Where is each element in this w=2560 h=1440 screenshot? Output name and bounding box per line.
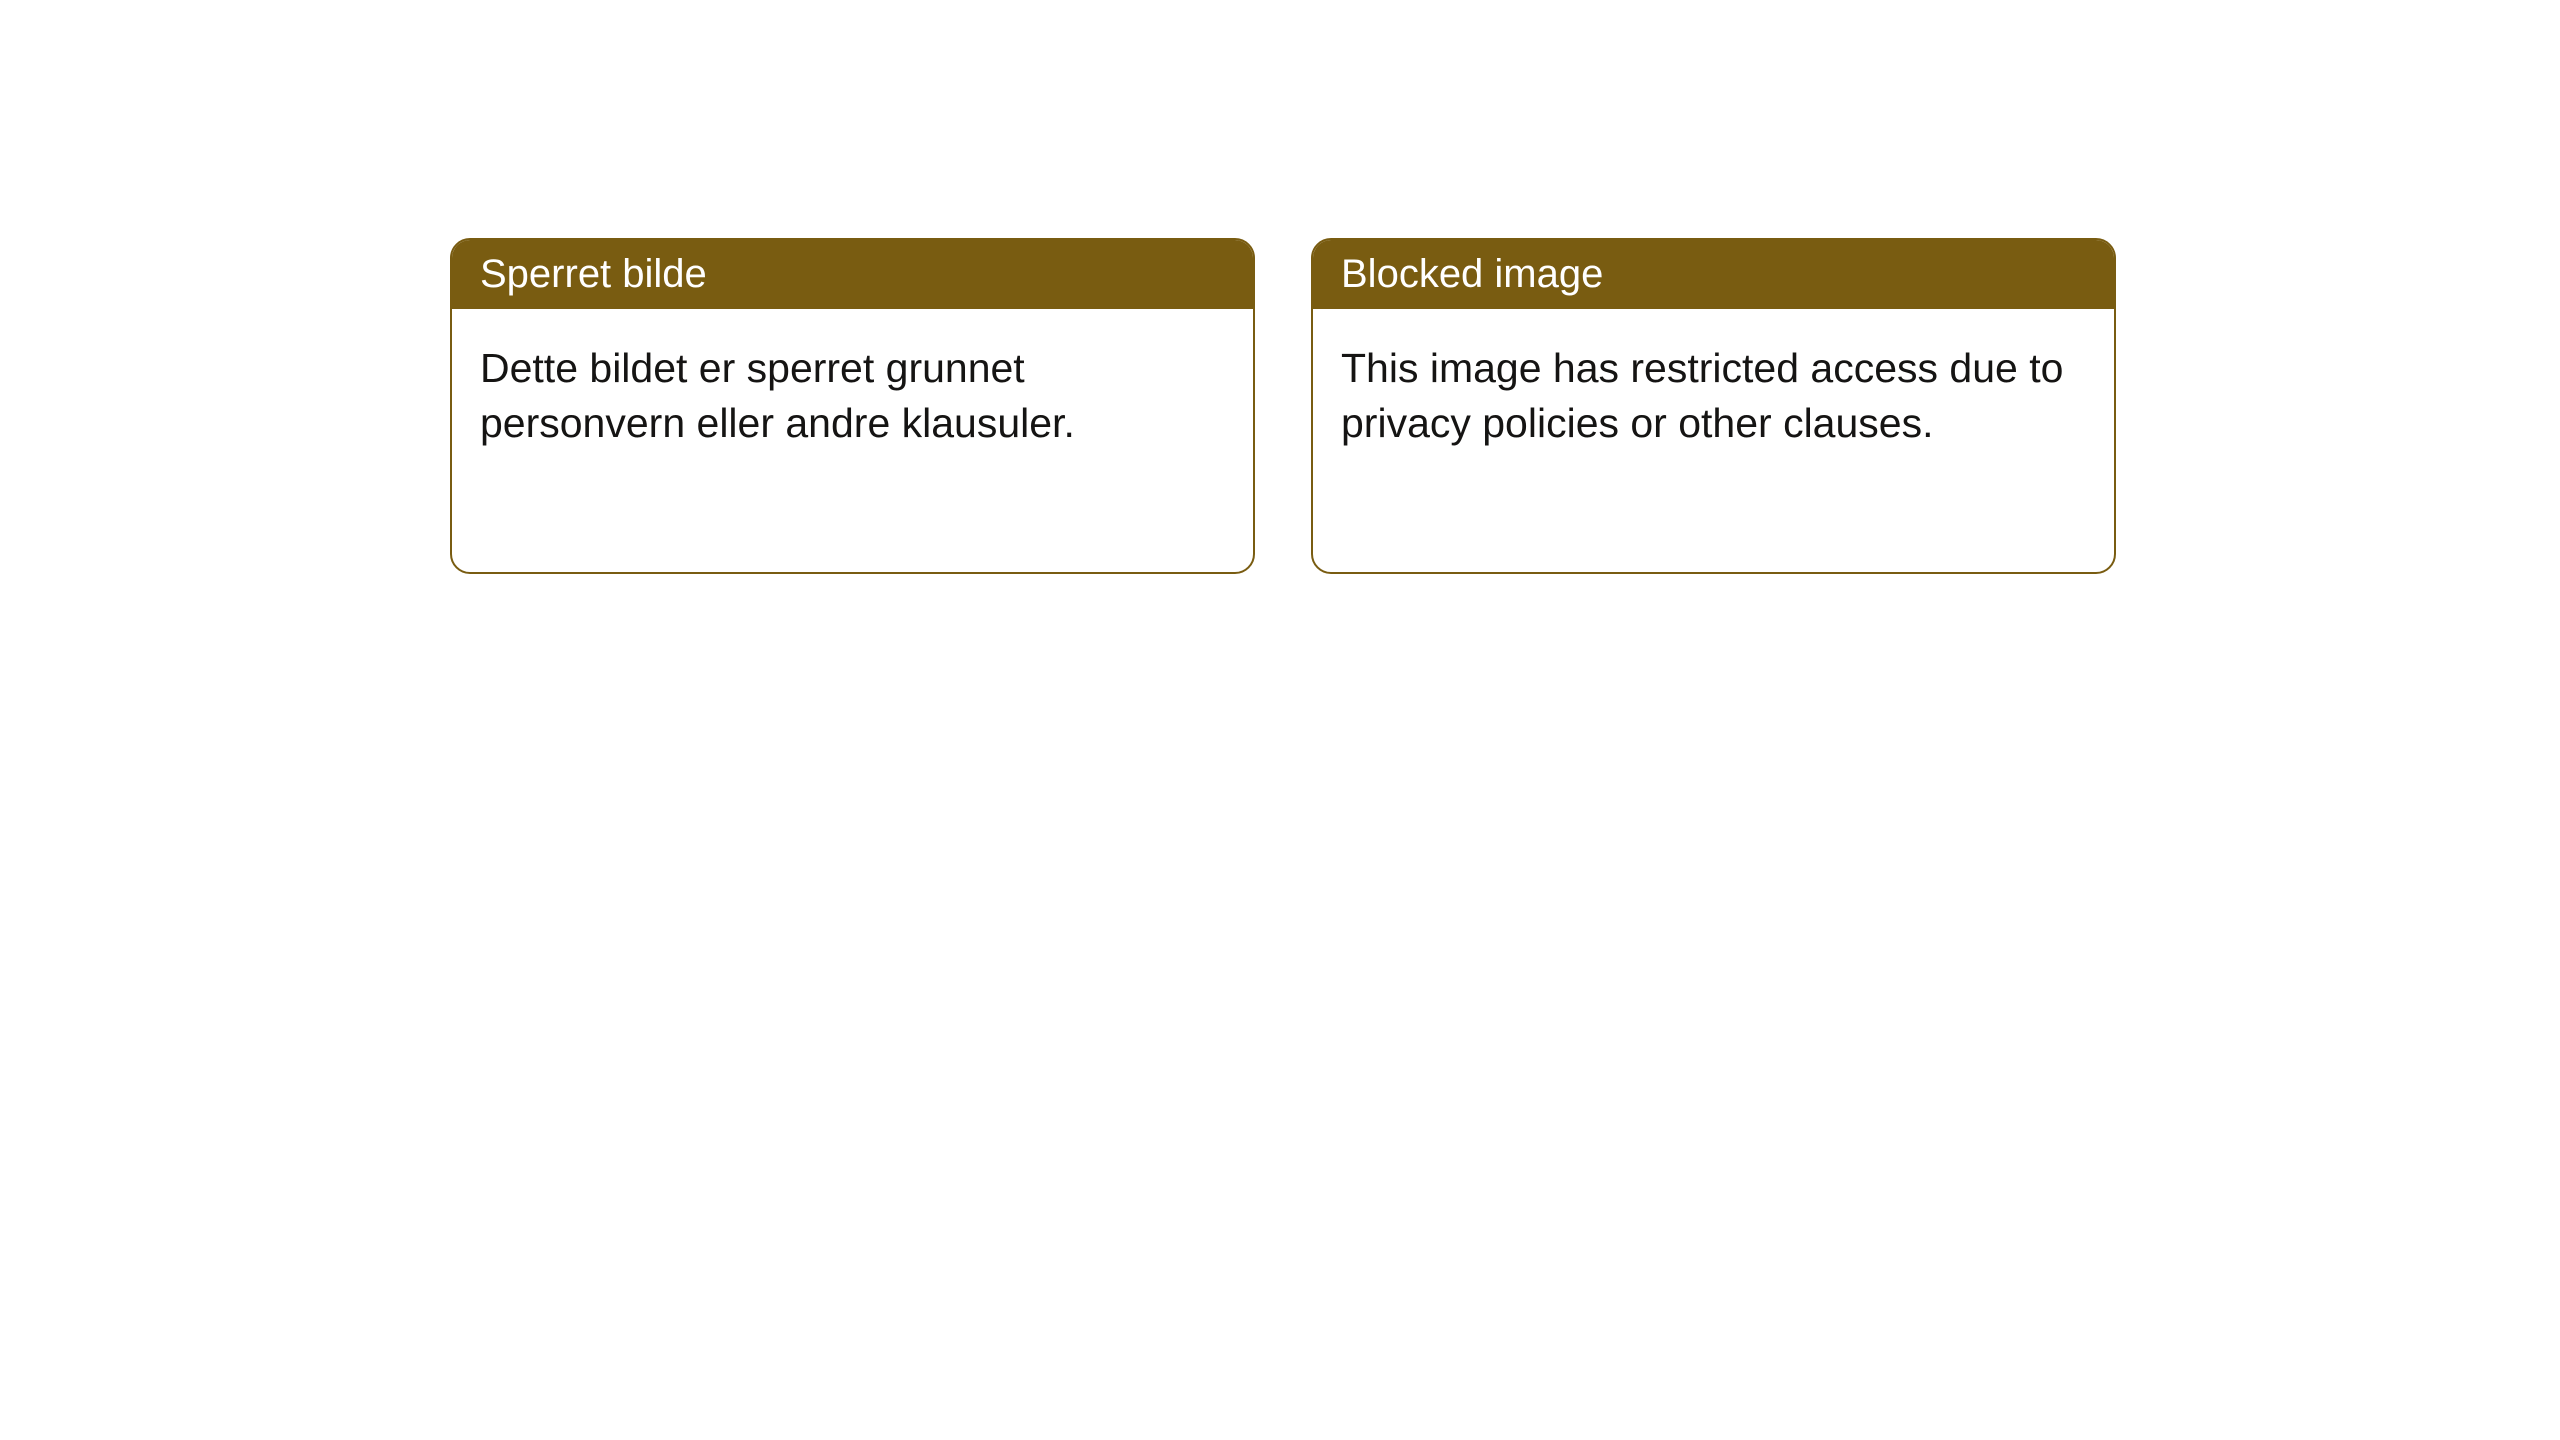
notice-body: This image has restricted access due to … — [1313, 309, 2114, 572]
notice-header: Sperret bilde — [452, 240, 1253, 309]
notice-body: Dette bildet er sperret grunnet personve… — [452, 309, 1253, 572]
notice-header-text: Blocked image — [1341, 252, 1603, 296]
notice-container: Sperret bilde Dette bildet er sperret gr… — [450, 238, 2116, 574]
notice-card-norwegian: Sperret bilde Dette bildet er sperret gr… — [450, 238, 1255, 574]
notice-body-text: This image has restricted access due to … — [1341, 345, 2063, 446]
notice-header: Blocked image — [1313, 240, 2114, 309]
notice-body-text: Dette bildet er sperret grunnet personve… — [480, 345, 1075, 446]
notice-header-text: Sperret bilde — [480, 252, 707, 296]
notice-card-english: Blocked image This image has restricted … — [1311, 238, 2116, 574]
